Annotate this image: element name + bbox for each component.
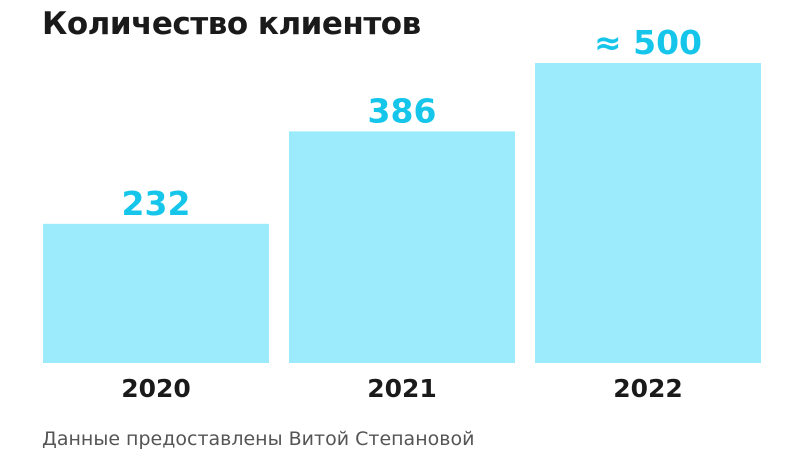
bar-2020 <box>43 223 269 363</box>
bar-2022 <box>535 63 761 363</box>
category-label-2020: 2020 <box>121 374 191 403</box>
value-label-2020: 232 <box>122 184 191 223</box>
value-label-2021: 386 <box>368 91 437 130</box>
source-note: Данные предоставлены Витой Степановой <box>42 428 475 450</box>
category-label-2022: 2022 <box>613 374 683 403</box>
category-label-2021: 2021 <box>367 374 437 403</box>
chart-title: Количество клиентов <box>42 6 421 42</box>
bar-2021 <box>289 131 515 363</box>
value-label-2022: ≈ 500 <box>594 23 702 62</box>
